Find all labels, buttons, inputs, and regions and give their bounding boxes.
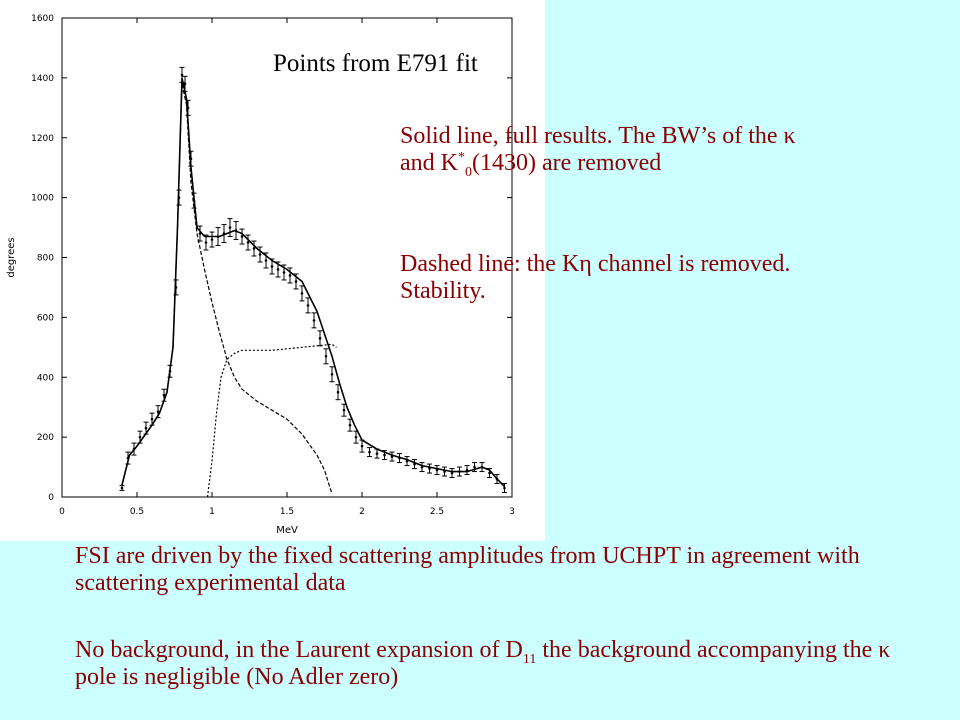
data-point (144, 426, 148, 430)
x-tick-label: 0.5 (130, 507, 144, 517)
data-point (330, 372, 334, 376)
data-point (138, 435, 142, 439)
data-point (306, 304, 310, 307)
x-tick-label: 1 (209, 507, 215, 517)
data-point (300, 292, 304, 295)
data-point (488, 471, 491, 475)
data-point (348, 423, 352, 427)
solid-line-note: Solid line, full results. The BW’s of th… (400, 123, 820, 180)
data-point (270, 265, 274, 268)
data-point (354, 435, 358, 439)
data-point (360, 444, 364, 448)
x-axis-label: MeV (276, 525, 298, 536)
k-star-superscript: * (457, 150, 465, 165)
y-tick-label: 1600 (31, 14, 54, 24)
x-tick-label: 0 (59, 507, 65, 517)
data-point (342, 408, 346, 412)
y-tick-label: 400 (37, 373, 54, 383)
data-point (318, 337, 322, 340)
data-point (228, 226, 232, 229)
y-tick-label: 1200 (31, 134, 54, 144)
data-point (120, 486, 124, 490)
background-note-tail: the background accompanying the κ pole i… (75, 637, 891, 690)
data-point (294, 280, 298, 283)
data-point (324, 354, 328, 358)
solid-line-tail: (1430) are removed (471, 150, 662, 176)
y-tick-label: 200 (37, 433, 54, 443)
data-point (180, 73, 184, 77)
data-point (204, 241, 208, 244)
data-point (288, 274, 292, 277)
y-tick-label: 0 (48, 493, 54, 503)
data-point (312, 319, 316, 322)
y-axis-label: degrees (6, 237, 17, 277)
x-tick-label: 3 (509, 507, 515, 517)
d11-subscript: 11 (522, 651, 537, 667)
solid-line-text: Solid line, full results. The BW’s of th… (400, 123, 796, 176)
data-point (282, 271, 286, 274)
y-tick-label: 600 (37, 313, 54, 323)
data-point (375, 452, 379, 455)
k-zero-subscript: 0 (464, 164, 472, 180)
dashed-curve (121, 83, 333, 495)
data-point (276, 268, 280, 271)
background-note-head: No background, in the Laurent expansion … (75, 637, 523, 663)
data-point (473, 465, 476, 469)
data-point (258, 253, 262, 256)
data-point (503, 486, 506, 490)
data-point (150, 417, 154, 421)
phase-shift-plot: 0 0.5 1 1.5 2 2.5 3 0 200 400 600 800 1000 1200 1400 16… (6, 14, 515, 536)
points-title: Points from E791 fit (273, 50, 478, 77)
data-point (383, 453, 386, 457)
dotted-curve (206, 343, 337, 498)
data-point (210, 238, 214, 241)
x-tick-label: 2.5 (430, 507, 444, 517)
data-point (264, 259, 268, 262)
data-point (183, 82, 187, 86)
y-tick-label: 800 (37, 254, 54, 264)
background-note: No background, in the Laurent expansion … (75, 637, 935, 691)
data-point (252, 247, 256, 250)
y-tick-label: 1000 (31, 194, 54, 204)
y-tick-label: 1400 (31, 74, 54, 84)
x-tick-label: 2 (359, 507, 365, 517)
data-point (156, 410, 160, 413)
data-point (162, 393, 166, 397)
data-point (240, 235, 244, 238)
data-point (336, 390, 340, 394)
data-point (246, 241, 250, 244)
fsi-note: FSI are driven by the fixed scattering a… (75, 543, 860, 596)
dashed-line-note: Dashed line: the Kη channel is removed. … (400, 251, 791, 304)
x-tick-label: 1.5 (280, 507, 294, 517)
data-point (368, 450, 371, 454)
